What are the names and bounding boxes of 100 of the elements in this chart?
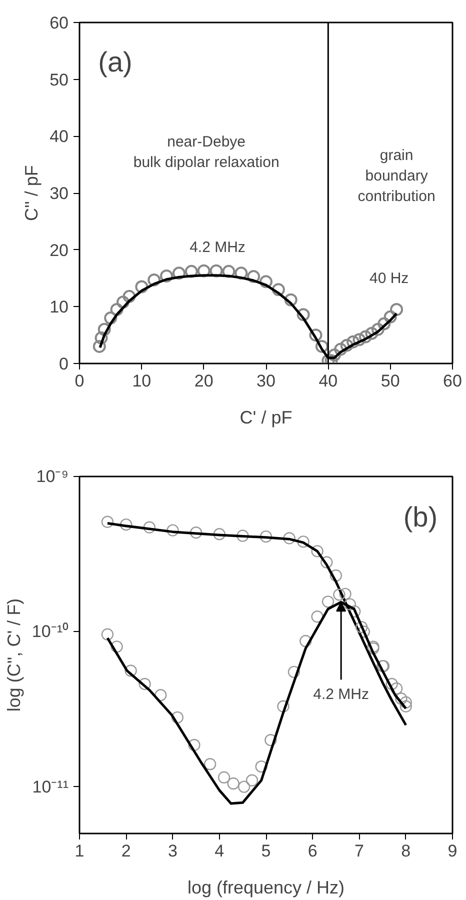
point xyxy=(371,322,384,336)
point xyxy=(116,296,130,309)
y-tick-label: 10⁻⁹ xyxy=(36,467,69,486)
y-tick-label: 50 xyxy=(50,70,69,90)
point xyxy=(300,634,312,648)
x-tick-label: 8 xyxy=(401,842,411,860)
point xyxy=(188,738,200,752)
point xyxy=(135,280,148,294)
y-tick-label: 40 xyxy=(50,127,69,146)
point xyxy=(148,273,161,286)
point xyxy=(255,760,268,773)
point xyxy=(390,303,404,316)
point xyxy=(197,264,210,278)
y-tick-label: 20 xyxy=(50,240,69,260)
point xyxy=(260,530,272,543)
point xyxy=(272,283,285,296)
point xyxy=(358,626,370,638)
annotation: 4.2 MHz xyxy=(190,239,246,256)
point xyxy=(311,610,324,623)
point xyxy=(297,536,310,548)
point xyxy=(264,734,277,746)
point xyxy=(204,758,216,770)
point xyxy=(284,293,298,306)
point xyxy=(288,666,300,678)
annotation: 40 Hz xyxy=(370,270,409,287)
x-tick-label: 50 xyxy=(380,372,400,390)
point xyxy=(234,266,248,280)
x-tick-label: 40 xyxy=(318,372,338,390)
point xyxy=(395,692,408,705)
y-axis-title: C'' / pF xyxy=(22,165,42,221)
annotation: near-Debye bulk dipolar relaxation xyxy=(133,133,280,171)
x-tick-label: 1 xyxy=(74,842,84,860)
point xyxy=(94,331,108,344)
point xyxy=(98,322,111,336)
point xyxy=(322,596,334,608)
y-tick-label: 0 xyxy=(59,354,69,374)
point xyxy=(124,664,137,677)
point xyxy=(348,605,361,618)
point xyxy=(365,326,378,340)
point xyxy=(166,524,179,536)
y-tick-label: 10 xyxy=(50,298,69,317)
point xyxy=(110,640,123,653)
x-tick-label: 2 xyxy=(121,842,131,860)
point xyxy=(110,303,124,316)
x-tick-label: 4 xyxy=(214,842,224,860)
point xyxy=(210,264,223,278)
x-tick-label: 9 xyxy=(448,842,458,860)
x-tick-label: 6 xyxy=(308,842,318,860)
point xyxy=(352,333,366,346)
y-tick-label: 30 xyxy=(50,184,69,203)
point xyxy=(378,317,391,330)
x-tick-label: 30 xyxy=(256,372,276,390)
x-axis-title: log (frequency / Hz) xyxy=(187,878,345,898)
point xyxy=(138,678,151,690)
point xyxy=(355,621,368,634)
point xyxy=(120,518,132,531)
x-axis-title: C' / pF xyxy=(240,408,292,428)
point xyxy=(296,308,310,322)
point xyxy=(315,340,328,353)
point xyxy=(190,526,202,539)
point xyxy=(277,700,290,712)
point xyxy=(311,545,324,558)
point xyxy=(384,310,397,324)
point xyxy=(246,774,258,786)
point xyxy=(358,330,372,344)
point xyxy=(333,588,346,601)
y-tick-label: 10⁻¹¹ xyxy=(32,777,69,796)
point xyxy=(340,338,354,352)
x-tick-label: 20 xyxy=(194,372,214,390)
point xyxy=(309,328,322,342)
point xyxy=(400,700,412,712)
annotation: (a) xyxy=(98,46,132,78)
point xyxy=(320,556,333,568)
point xyxy=(236,530,249,542)
point xyxy=(171,711,184,724)
point xyxy=(172,266,186,280)
point xyxy=(238,780,250,793)
x-tick-label: 3 xyxy=(168,842,178,860)
point xyxy=(247,270,260,284)
point xyxy=(184,264,198,278)
y-tick-label: 10⁻¹⁰ xyxy=(32,622,69,642)
x-tick-label: 5 xyxy=(261,842,271,860)
y-axis-title: log (C'', C' / F) xyxy=(4,598,24,712)
point xyxy=(222,264,236,278)
x-tick-label: 10 xyxy=(132,372,152,390)
point xyxy=(346,335,360,348)
y-tick-label: 60 xyxy=(50,14,69,32)
point xyxy=(283,532,296,544)
point xyxy=(400,696,412,708)
point xyxy=(104,312,118,325)
point xyxy=(101,516,114,528)
point xyxy=(218,771,230,784)
point xyxy=(260,275,272,288)
point xyxy=(213,528,226,540)
point xyxy=(339,588,352,600)
point xyxy=(143,521,156,534)
annotation: (b) xyxy=(403,501,438,532)
annotation: 4.2 MHz xyxy=(313,686,369,703)
point xyxy=(330,569,342,582)
point xyxy=(390,682,403,695)
